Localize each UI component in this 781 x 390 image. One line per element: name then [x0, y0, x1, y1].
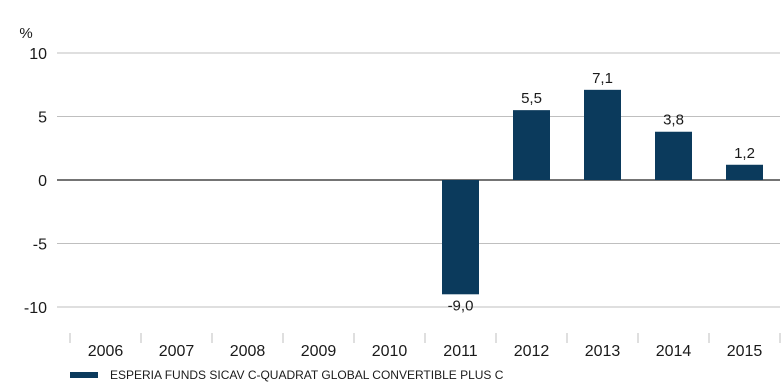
- data-label: 5,5: [521, 90, 542, 107]
- x-tick-label: 2007: [159, 343, 195, 360]
- legend-label: ESPERIA FUNDS SICAV C-QUADRAT GLOBAL CON…: [110, 368, 504, 382]
- data-label: 7,1: [592, 70, 613, 87]
- data-label: 1,2: [734, 145, 755, 162]
- x-tick-label: 2009: [301, 343, 337, 360]
- x-tick-label: 2015: [727, 343, 763, 360]
- x-tick-label: 2008: [230, 343, 266, 360]
- y-tick-label: 5: [38, 110, 47, 127]
- y-tick-label: -10: [24, 300, 47, 317]
- x-tick-label: 2013: [585, 343, 621, 360]
- data-labels: -9,0 5,5 7,1 3,8 1,2: [448, 70, 755, 314]
- y-tick-label: 0: [38, 173, 47, 190]
- y-tick-label: 10: [29, 46, 47, 63]
- bar: [442, 180, 479, 295]
- axes: % 10 5 0 -5 -10 2006 2007 2008 2009 2010 2011 2012 2…: [19, 25, 781, 360]
- legend-swatch: [70, 372, 98, 378]
- legend: ESPERIA FUNDS SICAV C-QUADRAT GLOBAL CON…: [70, 368, 503, 382]
- x-tick-label: 2014: [656, 343, 692, 360]
- data-label: -9,0: [448, 297, 474, 314]
- y-axis-unit: %: [19, 25, 32, 42]
- gridlines: [57, 52, 780, 308]
- y-tick-label: -5: [33, 237, 47, 254]
- data-label: 3,8: [663, 112, 684, 129]
- bar: [513, 110, 550, 180]
- x-tick-label: 2011: [443, 343, 478, 360]
- bar: [655, 131, 692, 180]
- x-tick-label: 2012: [514, 343, 550, 360]
- bar: [584, 89, 621, 180]
- bars: [442, 89, 763, 295]
- bar: [726, 164, 763, 180]
- x-tick-label: 2006: [88, 343, 124, 360]
- x-tick-label: 2010: [372, 343, 408, 360]
